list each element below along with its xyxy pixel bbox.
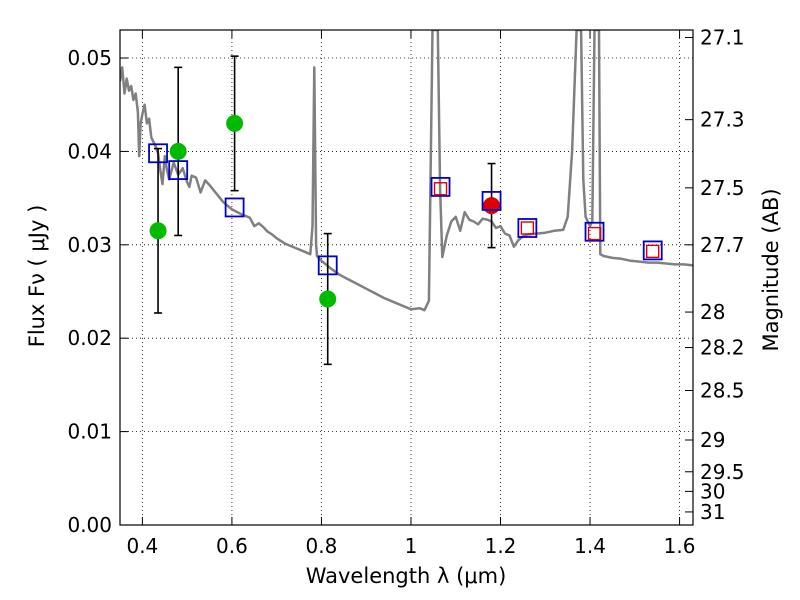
model-band-marker <box>224 197 245 218</box>
data-point <box>149 222 167 240</box>
y2-axis-title: Magnitude (AB) <box>759 188 783 351</box>
model-band-marker <box>584 221 605 242</box>
y-tick-label: 0.04 <box>67 139 112 163</box>
mag-tick-label: 27.1 <box>700 25 745 49</box>
error-bars <box>154 55 496 366</box>
upper-limit-marker <box>587 226 602 241</box>
upper-limit-marker <box>646 244 660 259</box>
x-tick-label: 1.6 <box>664 534 696 558</box>
upper-limit-marker <box>520 221 535 235</box>
y-tick-label: 0.02 <box>67 326 112 350</box>
data-point <box>319 290 337 308</box>
x-tick-label: 0.4 <box>126 534 158 558</box>
mag-tick-label: 27.5 <box>700 176 745 200</box>
sed-model-layer <box>120 30 693 312</box>
x-tick-label: 1.2 <box>485 534 517 558</box>
mag-tick-label: 28.2 <box>700 336 745 360</box>
model-band-marker <box>517 218 538 238</box>
model-band-marker <box>642 240 663 261</box>
y-tick-label: 0.05 <box>67 46 112 70</box>
upper-limit-marker <box>433 182 448 196</box>
y-axis-title: Flux Fν ( μJy ) <box>25 205 49 348</box>
mag-tick-label: 27.3 <box>700 108 745 132</box>
mag-tick-label: 29 <box>700 428 725 452</box>
model-band-marker <box>168 160 189 180</box>
mag-tick-label: 28 <box>700 300 725 324</box>
y-tick-label: 0.03 <box>67 233 112 257</box>
mag-tick-label: 27.7 <box>700 233 745 257</box>
x-tick-label: 1.4 <box>574 534 606 558</box>
y-tick-label: 0.01 <box>67 420 112 444</box>
data-point <box>483 197 501 215</box>
markers <box>148 114 663 308</box>
mag-tick-label: 29.5 <box>700 460 745 484</box>
ticks <box>120 30 693 526</box>
mag-tick-label: 28.5 <box>700 379 745 403</box>
mag-tick-label: 31 <box>700 500 725 524</box>
model-band-marker <box>148 143 168 164</box>
sed-model-line <box>120 30 693 312</box>
x-axis-title: Wavelength λ (μm) <box>306 564 507 588</box>
grid <box>120 30 693 526</box>
tick-labels: 0.4 0.6 0.8 1 1.2 1.4 1.6 0.00 0.01 0.02 0.03 0.04 0… <box>67 25 744 558</box>
plot-frame <box>119 29 694 526</box>
model-band-marker <box>430 177 451 197</box>
model-band-marker <box>481 191 502 211</box>
y-tick-label: 0.00 <box>67 513 112 537</box>
x-tick-label: 0.6 <box>216 534 248 558</box>
x-tick-label: 0.8 <box>306 534 338 558</box>
x-tick-label: 1 <box>405 534 418 558</box>
model-band-marker <box>317 255 338 276</box>
data-point <box>226 114 244 132</box>
data-point <box>169 142 187 160</box>
mag-tick-label: 30 <box>700 479 725 503</box>
